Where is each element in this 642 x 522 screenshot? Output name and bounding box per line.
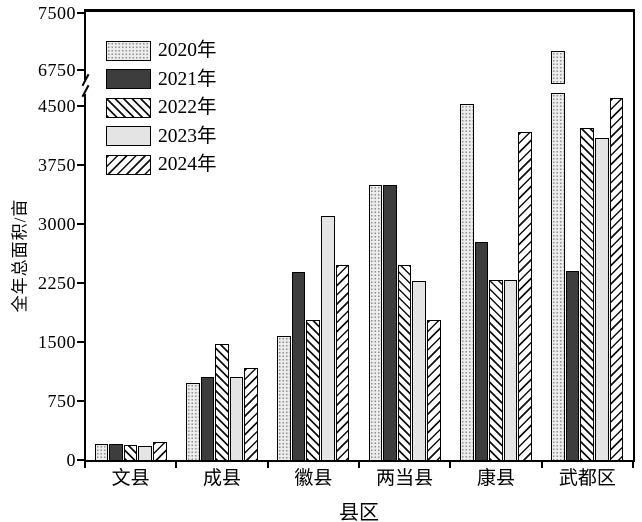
y-tick-label: 4500 — [38, 96, 76, 116]
x-category-label: 文县 — [111, 468, 150, 489]
fine-dots-swatch-icon — [106, 40, 151, 61]
y-tick-mark — [77, 105, 84, 107]
bar — [580, 128, 595, 461]
y-tick-label: 3750 — [38, 155, 76, 175]
legend-item: 2023年 — [106, 126, 217, 148]
y-tick-mark — [77, 282, 84, 284]
plot-right-border — [633, 9, 635, 462]
y-tick-mark — [77, 341, 84, 343]
bar — [94, 444, 109, 461]
y-tick-mark — [77, 459, 84, 461]
y-tick-label: 3000 — [38, 214, 76, 234]
bar — [609, 98, 624, 461]
bar — [321, 216, 335, 461]
y-tick-label: 7500 — [38, 3, 76, 23]
legend-item: 2022年 — [106, 97, 217, 119]
bar — [306, 319, 321, 461]
x-tick-mark — [175, 461, 178, 468]
y-tick-mark — [77, 223, 84, 225]
y-tick-mark — [77, 400, 84, 402]
bar — [383, 184, 397, 461]
y-tick-label: 1500 — [38, 332, 76, 352]
y-tick-label: 2250 — [38, 273, 76, 293]
y-tick-label: 0 — [66, 450, 76, 470]
y-tick-mark — [77, 69, 84, 71]
x-category-label: 武都区 — [558, 468, 616, 489]
bar — [489, 279, 503, 461]
bar — [229, 376, 244, 461]
bar — [397, 264, 412, 461]
hatch-back-swatch-icon — [106, 97, 151, 118]
x-tick-mark — [84, 461, 86, 468]
bar — [595, 138, 609, 461]
x-tick-mark — [540, 461, 543, 468]
legend-label: 2020年 — [158, 40, 217, 62]
bar — [109, 444, 123, 461]
legend-label: 2022年 — [158, 97, 217, 119]
legend-item: 2020年 — [106, 40, 217, 62]
bar — [565, 271, 580, 461]
y-tick-mark — [77, 12, 84, 14]
bar-segment-upper — [551, 51, 565, 84]
solid-dark-swatch-icon — [106, 69, 151, 90]
x-category-label: 康县 — [476, 468, 515, 489]
bar — [153, 441, 167, 461]
bar — [459, 104, 474, 461]
bar — [123, 445, 138, 461]
legend-label: 2024年 — [158, 154, 217, 176]
x-category-label: 徽县 — [294, 468, 333, 489]
solid-light-swatch-icon — [106, 126, 151, 147]
legend-label: 2021年 — [158, 68, 217, 90]
bar-segment-lower — [551, 93, 565, 461]
bar — [412, 280, 426, 461]
plot-top-border — [83, 9, 635, 12]
legend-label: 2023年 — [158, 125, 217, 147]
bar — [368, 184, 383, 461]
bar — [185, 382, 200, 461]
x-axis-line — [83, 459, 635, 462]
bar — [215, 343, 229, 461]
bar — [244, 367, 258, 461]
y-axis-line — [83, 9, 86, 462]
legend-item: 2021年 — [106, 69, 217, 91]
x-axis-title: 县区 — [339, 502, 379, 522]
bar — [200, 376, 215, 461]
x-category-label: 成县 — [202, 468, 241, 489]
bar — [335, 264, 350, 461]
y-tick-label: 6750 — [38, 60, 76, 80]
x-tick-mark — [266, 461, 269, 468]
x-category-label: 两当县 — [376, 468, 434, 489]
bar — [518, 131, 532, 461]
legend: 2020年 2021年 2022年 2023年 2024年 — [106, 40, 217, 183]
legend-item: 2024年 — [106, 154, 217, 176]
x-tick-mark — [449, 461, 452, 468]
x-tick-mark — [632, 461, 634, 468]
bar — [291, 271, 306, 461]
bar — [277, 335, 291, 461]
bar — [138, 445, 152, 461]
y-tick-mark — [77, 164, 84, 166]
bar — [474, 242, 489, 461]
y-axis-title: 全年总面积/亩 — [10, 198, 30, 313]
x-tick-mark — [358, 461, 360, 468]
hatch-fwd-swatch-icon — [106, 154, 151, 175]
y-tick-label: 750 — [47, 391, 76, 411]
bar — [503, 279, 518, 461]
bar — [427, 319, 441, 461]
